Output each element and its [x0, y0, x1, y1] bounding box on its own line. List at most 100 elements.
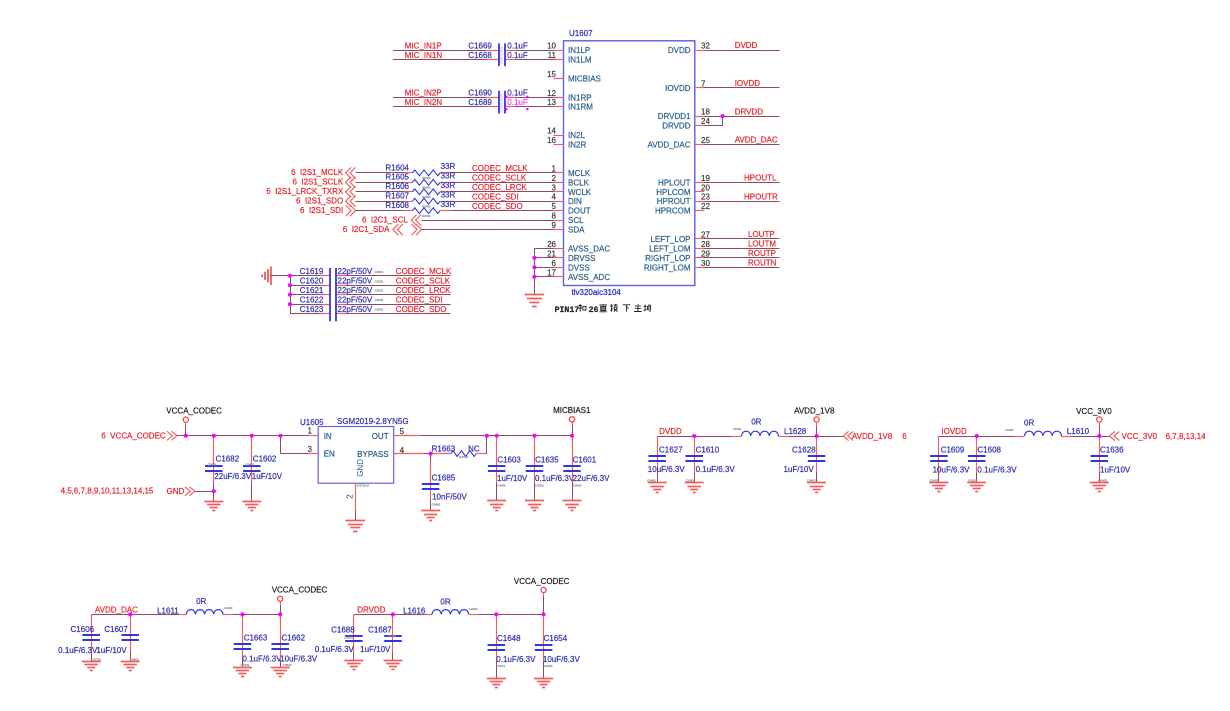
svg-text:CODEC_SDO: CODEC_SDO [472, 202, 523, 211]
svg-text:2: 2 [552, 174, 557, 183]
svg-text:6 I2C1_SDA: 6 I2C1_SDA [343, 225, 390, 234]
svg-text:1uF/10V: 1uF/10V [96, 646, 127, 655]
svg-text:0R: 0R [1024, 419, 1034, 428]
svg-text:C1689: C1689 [468, 98, 492, 107]
svg-text:DRVDD: DRVDD [357, 606, 386, 615]
svg-text:0.1uF: 0.1uF [507, 41, 528, 50]
svg-text:C0201: C0201 [375, 289, 384, 293]
svg-text:VCCA_CODEC: VCCA_CODEC [514, 577, 570, 586]
svg-text:1: 1 [308, 426, 313, 435]
svg-text:RIGHT_LOP: RIGHT_LOP [645, 254, 690, 263]
svg-text:L1616: L1616 [403, 606, 426, 615]
svg-text:RIGHT_LOM: RIGHT_LOM [644, 263, 691, 272]
svg-text:22pF/50V: 22pF/50V [338, 286, 373, 295]
svg-text:5: 5 [552, 202, 557, 211]
svg-text:HPOUTL: HPOUTL [744, 174, 777, 183]
svg-text:C1628: C1628 [792, 446, 816, 455]
svg-text:17: 17 [547, 268, 556, 277]
svg-text:7: 7 [701, 79, 706, 88]
svg-text:IN: IN [324, 432, 332, 441]
svg-text:C1620: C1620 [300, 277, 324, 286]
svg-text:C0402: C0402 [647, 478, 656, 482]
svg-text:L0402: L0402 [224, 606, 233, 610]
svg-text:HPLCOM: HPLCOM [656, 188, 691, 197]
svg-text:0.1uF/6.3V: 0.1uF/6.3V [242, 655, 282, 664]
svg-text:C1687: C1687 [368, 626, 392, 635]
svg-text:C1690: C1690 [468, 89, 492, 98]
svg-text:CODEC_SDO: CODEC_SDO [396, 305, 447, 314]
svg-text:IN1RP: IN1RP [568, 93, 592, 102]
svg-text:ROUTN: ROUTN [748, 259, 777, 268]
svg-text:1uF/10V: 1uF/10V [360, 645, 391, 654]
svg-text:29: 29 [701, 249, 710, 258]
svg-text:C1609: C1609 [941, 445, 965, 454]
svg-text:CODEC_SDI: CODEC_SDI [472, 192, 519, 201]
svg-text:R1608: R1608 [385, 201, 409, 210]
svg-text:6 I2S1_SCLK: 6 I2S1_SCLK [292, 178, 343, 187]
svg-text:C1603: C1603 [497, 455, 521, 464]
svg-text:LEFT_LOM: LEFT_LOM [649, 244, 691, 253]
svg-text:C1627: C1627 [659, 446, 683, 455]
svg-text:IN1LP: IN1LP [568, 46, 590, 55]
svg-text:R0402: R0402 [422, 186, 431, 190]
svg-text:CODEC_SCLK: CODEC_SCLK [472, 174, 527, 183]
svg-text:C0201: C0201 [241, 663, 250, 667]
svg-text:MIC_IN2P: MIC_IN2P [405, 89, 442, 98]
svg-text:C0603: C0603 [573, 484, 582, 488]
svg-text:C1608: C1608 [977, 445, 1001, 454]
svg-text:WCLK: WCLK [568, 188, 592, 197]
svg-text:R0402: R0402 [459, 455, 468, 459]
svg-text:L0402: L0402 [733, 427, 742, 431]
svg-text:GND: GND [356, 459, 365, 477]
svg-text:6: 6 [552, 259, 557, 268]
svg-text:LOUTP: LOUTP [748, 230, 775, 239]
svg-text:C1621: C1621 [300, 286, 324, 295]
svg-text:C1610: C1610 [696, 446, 720, 455]
svg-text:CODEC_SCLK: CODEC_SCLK [396, 277, 451, 286]
svg-text:DVDD: DVDD [668, 46, 691, 55]
svg-text:C1654: C1654 [544, 634, 568, 643]
svg-text:C0402: C0402 [432, 502, 441, 506]
svg-text:5: 5 [400, 427, 405, 436]
svg-text:1uF/10V: 1uF/10V [783, 465, 814, 474]
svg-text:33R: 33R [441, 162, 456, 171]
svg-text:C0201: C0201 [92, 657, 101, 661]
svg-text:15: 15 [547, 70, 556, 79]
svg-text:C0201: C0201 [375, 270, 384, 274]
svg-text:22uF/6.3V: 22uF/6.3V [214, 472, 252, 481]
svg-text:6 I2C1_SCL: 6 I2C1_SCL [362, 215, 408, 224]
svg-text:4: 4 [552, 193, 557, 202]
svg-text:R1607: R1607 [385, 192, 409, 201]
svg-text:DRVDD: DRVDD [735, 107, 764, 116]
svg-text:8: 8 [552, 212, 557, 221]
svg-text:C0201: C0201 [375, 298, 384, 302]
svg-text:C0402: C0402 [497, 484, 506, 488]
svg-text:VCC_3V0: VCC_3V0 [1076, 407, 1112, 416]
svg-text:DRVDD: DRVDD [662, 122, 691, 131]
svg-text:CODEC_SDI: CODEC_SDI [396, 296, 443, 305]
svg-text:10nF/50V: 10nF/50V [432, 493, 467, 502]
svg-text:C1622: C1622 [300, 296, 324, 305]
svg-text:CODEC_LRCK: CODEC_LRCK [472, 183, 527, 192]
svg-text:C1648: C1648 [497, 634, 521, 643]
svg-text:DIN: DIN [568, 197, 582, 206]
svg-text:GND: GND [167, 487, 185, 496]
svg-text:C0201: C0201 [375, 279, 384, 283]
svg-text:AVSS_DAC: AVSS_DAC [568, 244, 610, 253]
svg-text:MCLK: MCLK [568, 169, 591, 178]
svg-text:22: 22 [701, 202, 710, 211]
svg-text:DVSS: DVSS [568, 263, 590, 272]
svg-text:U1605: U1605 [300, 418, 324, 427]
svg-text:C0402: C0402 [930, 478, 939, 482]
svg-text:MIC_IN2N: MIC_IN2N [405, 98, 443, 107]
svg-text:C0402: C0402 [387, 634, 396, 638]
svg-text:C0603: C0603 [544, 664, 553, 668]
svg-text:C0201: C0201 [535, 484, 544, 488]
svg-text:33R: 33R [441, 200, 456, 209]
svg-text:1uF/10V: 1uF/10V [497, 474, 528, 483]
svg-text:13: 13 [547, 98, 556, 107]
svg-text:L1628: L1628 [784, 427, 807, 436]
svg-text:33R: 33R [441, 190, 456, 199]
svg-text:10uF/6.3V: 10uF/6.3V [648, 465, 686, 474]
svg-text:26: 26 [589, 306, 599, 315]
